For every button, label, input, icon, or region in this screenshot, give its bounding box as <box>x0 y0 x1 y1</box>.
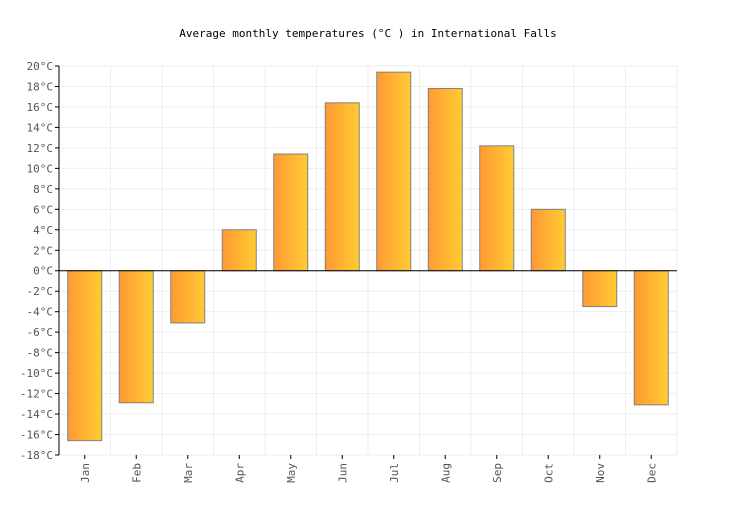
y-tick-label: 4°C <box>33 224 53 237</box>
y-tick-label: -4°C <box>27 306 54 319</box>
chart-title: Average monthly temperatures (°C ) in In… <box>179 27 557 40</box>
x-tick-label: Apr <box>233 463 246 483</box>
x-tick-label: Aug <box>439 463 452 483</box>
bar-apr <box>221 229 257 272</box>
y-tick-label: 12°C <box>27 142 54 155</box>
bar-jun <box>324 102 360 272</box>
x-tick-label: Dec <box>645 463 658 483</box>
y-tick-label: 16°C <box>27 101 54 114</box>
y-tick-label: -8°C <box>27 347 54 360</box>
bar-mar <box>170 270 206 324</box>
bar-jan <box>67 270 103 442</box>
y-tick-label: 18°C <box>27 80 54 93</box>
x-tick-label: Jan <box>79 463 92 483</box>
y-tick-label: 10°C <box>27 162 54 175</box>
bar-dec <box>633 270 669 406</box>
y-tick-label: 0°C <box>33 265 53 278</box>
bar-may <box>273 153 309 272</box>
y-tick-label: -14°C <box>20 408 53 421</box>
x-tick-label: Jul <box>388 463 401 483</box>
y-tick-label: -18°C <box>20 449 53 462</box>
y-tick-label: -16°C <box>20 429 53 442</box>
bar-feb <box>118 270 154 404</box>
x-tick-label: Mar <box>182 463 195 483</box>
x-tick-label: May <box>285 463 298 483</box>
bar-nov <box>582 270 618 308</box>
bar-oct <box>530 208 566 272</box>
bar-jul <box>376 71 412 272</box>
bar-aug <box>427 88 463 272</box>
y-tick-label: 6°C <box>33 203 53 216</box>
y-tick-label: 14°C <box>27 121 54 134</box>
x-tick-label: Jun <box>336 463 349 483</box>
x-tick-label: Oct <box>542 463 555 483</box>
y-tick-label: 2°C <box>33 244 53 257</box>
y-tick-label: 8°C <box>33 183 53 196</box>
y-tick-label: 20°C <box>27 60 54 73</box>
bar-sep <box>479 145 515 272</box>
x-tick-label: Sep <box>491 463 504 483</box>
x-tick-label: Feb <box>130 463 143 483</box>
y-tick-label: -6°C <box>27 326 54 339</box>
x-tick-label: Nov <box>594 463 607 483</box>
y-tick-label: -10°C <box>20 367 53 380</box>
y-tick-label: -2°C <box>27 285 54 298</box>
y-tick-label: -12°C <box>20 388 53 401</box>
